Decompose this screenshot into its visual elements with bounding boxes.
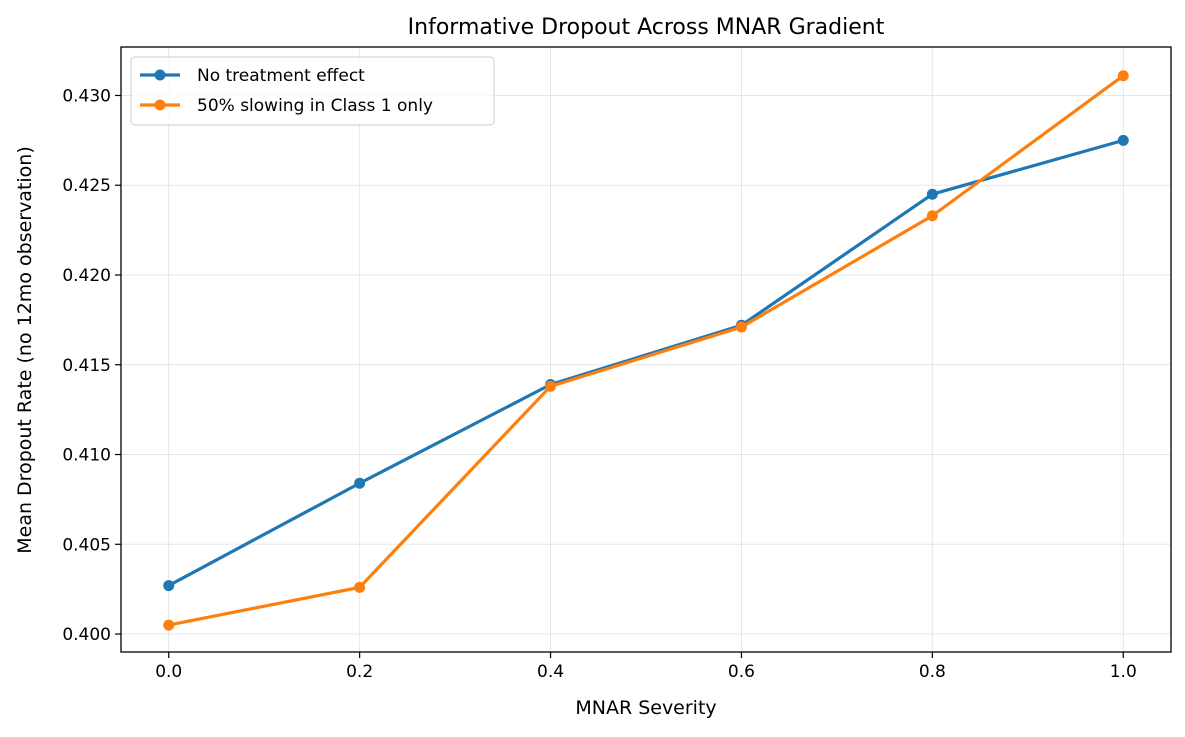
series-line-0: [167, 138, 1124, 587]
x-tick-label: 0.4: [537, 662, 564, 682]
y-tick-label: 0.405: [62, 535, 111, 555]
y-tick-label: 0.425: [62, 176, 111, 196]
x-tick-label: 0.2: [346, 662, 373, 682]
legend-box: [130, 56, 495, 126]
grid: [121, 47, 1171, 652]
data-point: [545, 380, 557, 392]
data-point: [1117, 134, 1129, 146]
y-tick-label: 0.400: [62, 625, 111, 645]
data-point: [354, 477, 366, 489]
x-axis-label: MNAR Severity: [575, 697, 716, 719]
legend-marker: [154, 69, 166, 81]
y-tick-label: 0.410: [62, 446, 111, 466]
data-point: [926, 210, 938, 222]
x-axis: 0.0 0.2 0.4 0.6 0.8 1.0: [155, 652, 1137, 682]
series-line-1: [168, 74, 1125, 627]
y-tick-label: 0.420: [62, 266, 111, 286]
series-group: [163, 70, 1129, 631]
data-point: [163, 580, 175, 592]
legend-label: 50% slowing in Class 1 only: [197, 96, 433, 116]
y-axis: 0.400 0.405 0.410 0.415 0.420 0.425 0.430: [62, 86, 121, 645]
legend-label: No treatment effect: [197, 66, 365, 86]
data-point: [1117, 70, 1129, 82]
x-tick-label: 0.0: [155, 662, 182, 682]
x-tick-label: 0.8: [919, 662, 946, 682]
data-point: [735, 321, 747, 333]
x-tick-label: 1.0: [1110, 662, 1137, 682]
y-tick-label: 0.415: [62, 356, 111, 376]
chart-title: Informative Dropout Across MNAR Gradient: [408, 15, 885, 40]
data-point: [163, 619, 175, 631]
data-point: [926, 188, 938, 200]
plot-frame: [120, 46, 1172, 653]
y-tick-label: 0.430: [62, 86, 111, 106]
x-tick-label: 0.6: [728, 662, 755, 682]
y-axis-label: Mean Dropout Rate (no 12mo observation): [14, 146, 36, 554]
data-point: [354, 581, 366, 593]
legend-marker: [154, 99, 166, 111]
legend: No treatment effect 50% slowing in Class …: [130, 56, 495, 126]
